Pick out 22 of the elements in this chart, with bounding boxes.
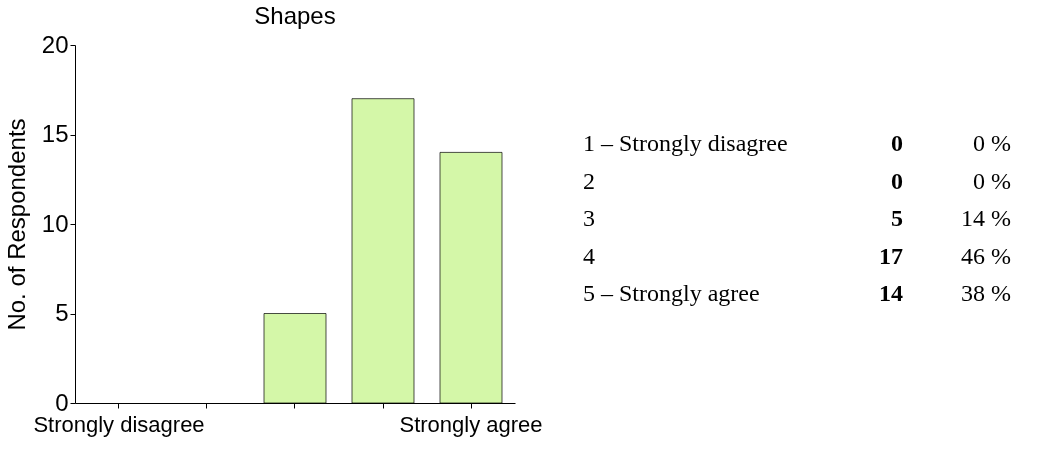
text: 17 (879, 242, 903, 269)
text: 46 % (961, 242, 1011, 269)
text: 14 (879, 280, 903, 306)
text: 0 % (973, 130, 1011, 156)
text: 38 % (961, 280, 1011, 306)
text: 1 – Strongly disagree (583, 130, 788, 156)
y-tick-label: 15 (41, 120, 69, 147)
text: 0 (891, 130, 903, 156)
text: 5 (891, 205, 903, 231)
y-axis-title: No. of Respondents (2, 118, 30, 331)
text: 2 (583, 167, 595, 194)
chart-title: Shapes (254, 2, 336, 29)
y-tick-label: 10 (41, 209, 69, 237)
text: 4 (583, 242, 595, 269)
x-tick-label: Strongly agree (399, 411, 543, 437)
text: 0 (891, 167, 903, 194)
text: 3 (583, 205, 595, 231)
text: 5 – Strongly agree (583, 280, 760, 306)
y-tick-label: 5 (55, 299, 69, 326)
text: 14 % (961, 205, 1011, 231)
y-tick-label: 20 (41, 30, 69, 58)
text: 0 % (973, 167, 1011, 194)
